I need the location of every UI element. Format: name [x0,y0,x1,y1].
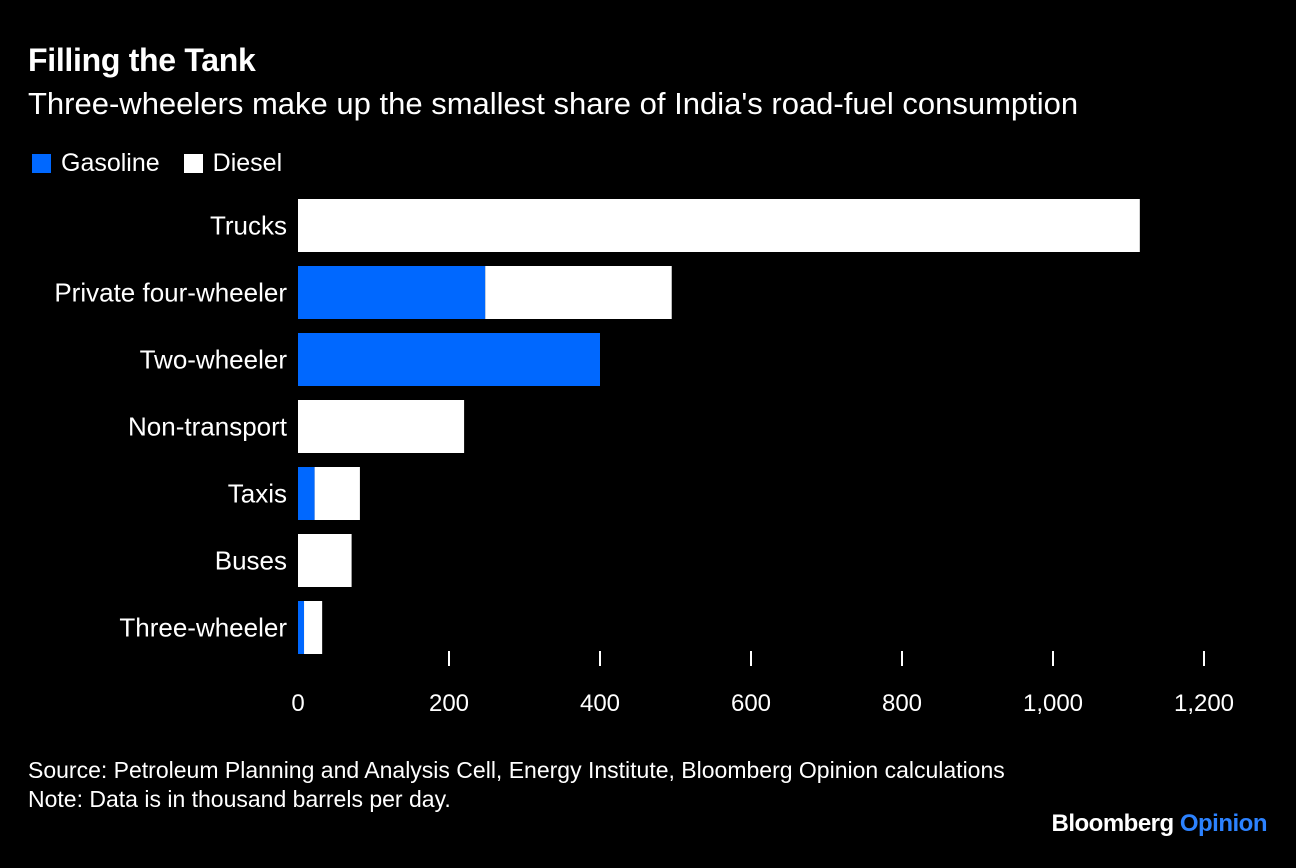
category-label: Three-wheeler [119,613,287,643]
bar-diesel-segment [304,601,323,654]
chart-subtitle: Three-wheelers make up the smallest shar… [28,86,1079,121]
brand-name: Bloomberg [1051,810,1175,837]
footer: Source: Petroleum Planning and Analysis … [28,756,1038,814]
brand-section: Opinion [1179,810,1268,837]
legend-item-gasoline: Gasoline [32,149,160,178]
bar-chart: Trucks Private four-wheeler Two-wheeler Non… [54,199,1234,717]
legend-item-diesel: Diesel [183,149,283,178]
legend-swatch-gasoline [32,154,51,173]
x-tick-label: 1,000 [1023,690,1083,717]
x-tick-label: 0 [291,690,304,717]
source-note: Source: Petroleum Planning and Analysis … [28,757,1005,783]
brand-logo: Bloomberg Opinion [1052,810,1268,838]
category-label: Taxis [228,479,287,509]
legend-label-gasoline: Gasoline [61,149,160,177]
category-label: Two-wheeler [140,345,288,375]
x-tick-label: 1,200 [1174,690,1234,717]
bar-diesel-segment [485,266,672,319]
legend-label-diesel: Diesel [212,149,283,177]
bar-gasoline-segment [298,266,486,319]
legend-swatch-diesel [183,154,203,173]
category-label: Trucks [210,211,287,241]
category-label: Buses [215,546,287,576]
x-tick-label: 200 [429,690,469,717]
bar-diesel-segment [314,467,360,520]
bar-gasoline-segment [298,601,305,654]
bar-gasoline-segment [298,467,315,520]
chart-title: Filling the Tank [28,42,256,78]
legend: Gasoline Diesel [32,149,306,178]
bar-diesel-segment [298,199,1140,252]
bar-diesel-segment [298,534,352,587]
x-tick-label: 400 [580,690,620,717]
data-note: Note: Data is in thousand barrels per da… [28,786,451,812]
bar-gasoline-segment [298,333,600,386]
x-tick-label: 600 [731,690,771,717]
x-tick-label: 800 [882,690,922,717]
bar-diesel-segment [298,400,465,453]
category-label: Private four-wheeler [54,278,287,308]
category-label: Non-transport [128,412,288,442]
